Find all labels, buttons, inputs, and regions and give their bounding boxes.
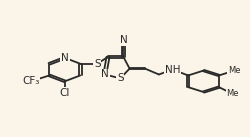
Text: Me: Me <box>226 89 239 99</box>
Text: N: N <box>120 35 127 45</box>
Text: S: S <box>117 73 124 83</box>
Text: NH: NH <box>165 65 180 75</box>
Text: CF₃: CF₃ <box>22 76 40 86</box>
Text: S: S <box>94 59 100 69</box>
Text: N: N <box>101 69 109 79</box>
Text: Me: Me <box>228 66 241 75</box>
Text: Cl: Cl <box>60 88 70 98</box>
Text: N: N <box>61 53 69 63</box>
